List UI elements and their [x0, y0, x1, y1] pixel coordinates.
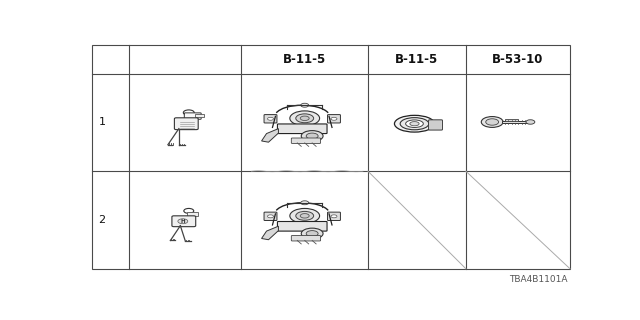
Ellipse shape	[406, 120, 423, 127]
FancyBboxPatch shape	[429, 120, 442, 130]
FancyBboxPatch shape	[291, 138, 321, 143]
Bar	[195, 114, 204, 116]
Text: B-53-10: B-53-10	[492, 52, 543, 66]
Circle shape	[481, 116, 503, 127]
Text: 1: 1	[99, 117, 106, 127]
Circle shape	[301, 201, 308, 205]
FancyBboxPatch shape	[174, 118, 198, 130]
Circle shape	[300, 116, 309, 121]
FancyBboxPatch shape	[172, 216, 196, 227]
Bar	[502, 121, 531, 123]
FancyBboxPatch shape	[328, 212, 340, 220]
Circle shape	[331, 215, 337, 218]
Text: 2: 2	[99, 215, 106, 225]
Text: TBA4B1101A: TBA4B1101A	[509, 275, 568, 284]
Circle shape	[486, 119, 499, 125]
Circle shape	[526, 120, 535, 124]
Ellipse shape	[400, 118, 429, 130]
Polygon shape	[262, 129, 278, 142]
Bar	[187, 212, 198, 216]
Ellipse shape	[394, 115, 435, 132]
Circle shape	[296, 114, 314, 123]
FancyBboxPatch shape	[328, 115, 340, 123]
Text: H: H	[180, 219, 185, 224]
Circle shape	[296, 212, 314, 220]
Circle shape	[301, 131, 323, 141]
Circle shape	[306, 231, 318, 236]
Text: B-11-5: B-11-5	[283, 52, 326, 66]
Circle shape	[268, 117, 273, 120]
Circle shape	[301, 103, 308, 107]
Circle shape	[300, 214, 309, 218]
Circle shape	[290, 208, 319, 223]
FancyBboxPatch shape	[277, 221, 327, 231]
Circle shape	[268, 215, 273, 218]
Circle shape	[301, 228, 323, 239]
FancyBboxPatch shape	[291, 236, 321, 241]
Circle shape	[290, 111, 319, 126]
FancyBboxPatch shape	[264, 115, 277, 123]
FancyBboxPatch shape	[184, 113, 201, 119]
Ellipse shape	[410, 122, 419, 126]
Text: B-11-5: B-11-5	[396, 52, 438, 66]
Circle shape	[178, 219, 188, 224]
Circle shape	[331, 117, 337, 120]
Bar	[504, 118, 518, 121]
Circle shape	[306, 133, 318, 139]
FancyBboxPatch shape	[277, 124, 327, 133]
FancyBboxPatch shape	[264, 212, 277, 220]
Polygon shape	[262, 226, 278, 240]
